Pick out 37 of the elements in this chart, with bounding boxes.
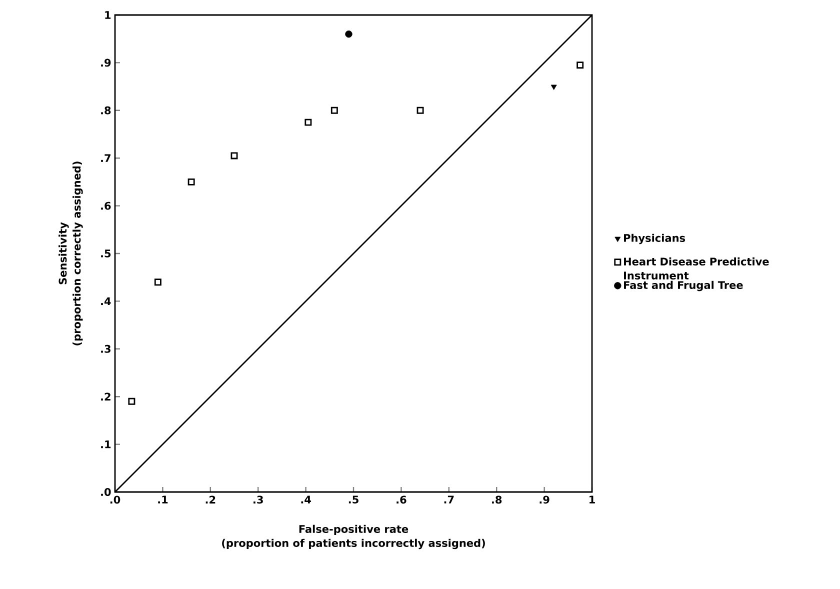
x-tick-label: 1 [590, 496, 595, 504]
x-tick-label: .8 [492, 496, 502, 504]
y-tick-label: .0 [101, 488, 111, 496]
point [576, 62, 584, 69]
point [416, 106, 424, 114]
y-tick-label: .6 [101, 202, 111, 210]
x-tick-label: .5 [348, 496, 358, 504]
y-tick-label: 1 [105, 11, 111, 19]
point [304, 118, 312, 126]
point [154, 278, 162, 286]
y-tick-label: .8 [101, 106, 111, 114]
legend-label: Heart Disease Predictive Instrument [624, 257, 769, 280]
y-tick-label: .1 [101, 440, 111, 448]
y-tick-label: .2 [101, 392, 110, 400]
x-axis-title: False-positive rate (proportion of patients incorrectly assigned) [222, 524, 485, 550]
legend-label: Fast and Frugal Tree [624, 280, 743, 292]
x-tick-label: .6 [396, 496, 406, 504]
point [550, 84, 557, 90]
x-tick-label: .1 [158, 496, 168, 504]
point [188, 178, 195, 186]
y-tick-label: .4 [101, 297, 111, 306]
point [128, 398, 136, 405]
x-tick-label: .4 [301, 496, 311, 504]
y-axis-title: Sensitivity (proportion correctly assigned) [58, 162, 83, 346]
y-tick-label: .9 [101, 58, 111, 67]
x-tick-label: .7 [444, 496, 454, 504]
x-tick-label: .3 [254, 496, 263, 504]
y-tick-label: .3 [101, 344, 110, 353]
point [345, 30, 352, 38]
point [330, 106, 338, 114]
x-tick-label: .2 [206, 496, 216, 504]
point [230, 152, 238, 160]
y-tick-label: .7 [101, 154, 110, 162]
x-tick-label: .0 [110, 496, 120, 504]
legend-label: Physicians [624, 234, 686, 244]
y-tick-label: .5 [101, 250, 111, 258]
x-tick-label: .9 [540, 496, 550, 504]
